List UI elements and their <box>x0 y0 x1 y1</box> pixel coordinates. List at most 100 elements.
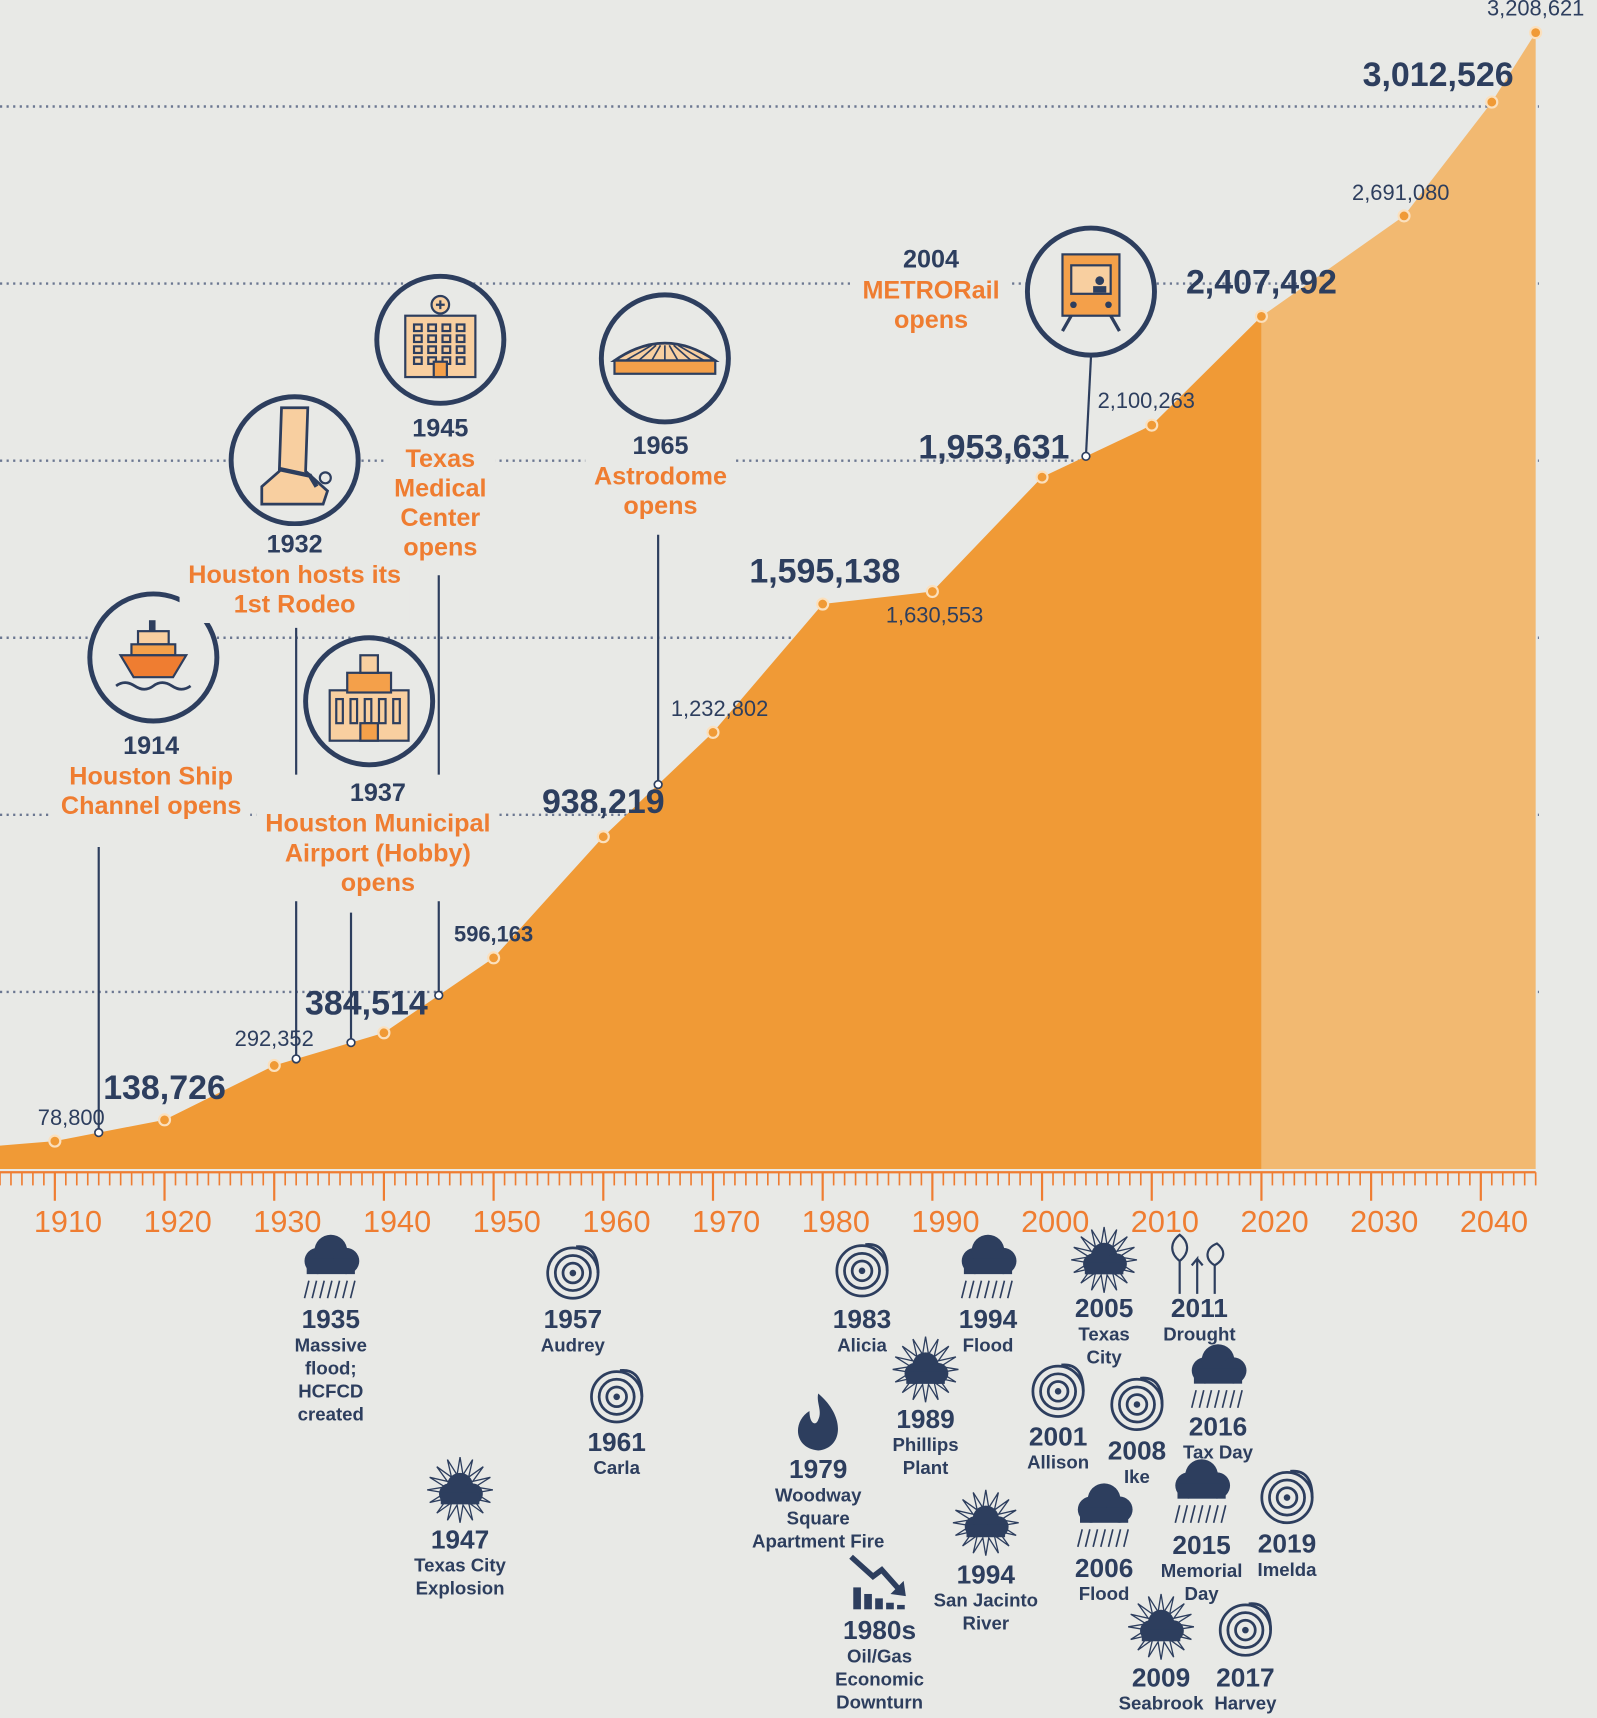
event-text-line: Texas City <box>414 1555 506 1576</box>
value-label: 2,407,492 <box>1186 264 1337 302</box>
icon-part <box>347 673 391 693</box>
milestone-text: 1937Houston MunicipalAirport (Hobby)open… <box>256 775 499 902</box>
milestone-year: 1965 <box>632 432 688 460</box>
icon-part <box>1142 1629 1181 1641</box>
x-tick-label: 1940 <box>363 1205 431 1239</box>
icon-part <box>886 1603 894 1610</box>
icon-part <box>1194 1368 1242 1383</box>
data-point <box>378 1027 389 1038</box>
value-label: 2,691,080 <box>1352 180 1449 205</box>
event-text-line: Oil/Gas <box>847 1645 912 1666</box>
event-year: 2009 <box>1132 1662 1190 1692</box>
data-point <box>159 1114 170 1125</box>
value-label: 138,726 <box>103 1069 226 1107</box>
milestone-year: 1937 <box>350 779 406 807</box>
event-text-line: Imelda <box>1258 1559 1318 1580</box>
milestone-year: 1945 <box>412 414 468 442</box>
icon-part <box>1055 1388 1062 1395</box>
data-point <box>1399 210 1410 221</box>
x-tick-label: 1980 <box>802 1205 870 1239</box>
event-year: 1947 <box>431 1524 489 1554</box>
event-text-line: Memorial <box>1161 1560 1243 1581</box>
value-label: 938,219 <box>542 783 665 821</box>
event-text-line: HCFCD <box>298 1380 363 1401</box>
x-tick-label: 2030 <box>1350 1205 1418 1239</box>
value-label: 1,232,802 <box>671 696 768 721</box>
x-tick-label: 2000 <box>1021 1205 1089 1239</box>
icon-part <box>360 723 378 741</box>
icon-part <box>1093 286 1106 293</box>
milestone: 1945TexasMedicalCenteropens <box>377 276 504 566</box>
event-year: 2017 <box>1216 1662 1274 1692</box>
event-text-line: Plant <box>903 1457 949 1478</box>
icon-part <box>864 1594 872 1609</box>
x-tick-label: 2040 <box>1460 1205 1528 1239</box>
event-text-line: City <box>1087 1346 1123 1367</box>
data-point <box>488 952 499 963</box>
milestone-text: 1965Astrodomeopens <box>585 427 735 524</box>
x-tick-label: 1910 <box>34 1205 102 1239</box>
icon-part <box>1105 301 1112 308</box>
icon-part <box>1070 301 1077 308</box>
event-text-line: Seabrook <box>1119 1693 1204 1714</box>
value-label: 78,800 <box>38 1105 105 1130</box>
event-text-line: Woodway <box>775 1484 862 1505</box>
milestone-text-line: opens <box>403 534 477 562</box>
value-label: 1,630,553 <box>886 602 983 627</box>
value-label: 3,012,526 <box>1363 56 1514 94</box>
icon-part <box>131 644 175 655</box>
icon-part <box>875 1598 883 1609</box>
event-year: 2006 <box>1075 1553 1133 1583</box>
data-point <box>1146 420 1157 431</box>
icon-part <box>1085 1262 1124 1274</box>
icon-part <box>360 655 378 673</box>
event-text-line: Apartment Fire <box>752 1530 884 1551</box>
event-year: 2008 <box>1108 1436 1166 1466</box>
milestone-text-line: 1st Rodeo <box>234 591 356 619</box>
milestone-year: 1914 <box>123 732 179 760</box>
event-text-line: Explosion <box>416 1578 505 1599</box>
event-text-line: San Jacinto <box>934 1590 1038 1611</box>
milestone-text: 2004METRORailopens <box>854 241 1009 338</box>
data-point <box>927 586 938 597</box>
milestone-text-line: opens <box>623 492 697 520</box>
data-point <box>817 599 828 610</box>
icon-part <box>1095 276 1104 285</box>
icon-part <box>967 1525 1006 1537</box>
data-point <box>1530 27 1541 38</box>
value-label: 1,953,631 <box>918 429 1069 467</box>
milestone-text-line: opens <box>341 869 415 897</box>
data-point <box>49 1136 60 1147</box>
event-year: 2019 <box>1258 1529 1316 1559</box>
icon-part <box>1134 1401 1141 1408</box>
x-tick-label: 2020 <box>1240 1205 1308 1239</box>
icon-part <box>897 1605 905 1609</box>
event-text-line: Drought <box>1163 1323 1235 1344</box>
event-text-line: Ike <box>1124 1466 1150 1487</box>
milestone-text-line: Houston Ship <box>69 763 233 791</box>
event-text-line: Massive <box>295 1334 367 1355</box>
event-year: 1994 <box>959 1304 1018 1334</box>
milestone-text-line: Houston hosts its <box>188 561 401 589</box>
event-year: 2011 <box>1171 1293 1228 1323</box>
event-text-line: Carla <box>593 1457 640 1478</box>
milestone-marker <box>292 1055 300 1063</box>
milestone: 2004METRORailopens <box>854 228 1155 355</box>
value-label: 292,352 <box>235 1026 314 1051</box>
event-text-line: Allison <box>1027 1452 1089 1473</box>
data-point <box>708 727 719 738</box>
data-point <box>1486 97 1497 108</box>
icon-part <box>1284 1494 1291 1501</box>
event-year: 1979 <box>789 1454 847 1484</box>
event-text-line: River <box>963 1613 1010 1634</box>
icon-part <box>307 1259 355 1274</box>
icon-part <box>149 620 156 631</box>
event-text-line: Tax Day <box>1183 1442 1254 1463</box>
event-text-line: Economic <box>835 1668 924 1689</box>
milestone-year: 2004 <box>903 246 959 274</box>
milestone-marker <box>347 1039 355 1047</box>
event-year: 1935 <box>302 1304 360 1334</box>
milestone-text-line: Channel opens <box>61 792 242 820</box>
x-tick-label: 1930 <box>253 1205 321 1239</box>
